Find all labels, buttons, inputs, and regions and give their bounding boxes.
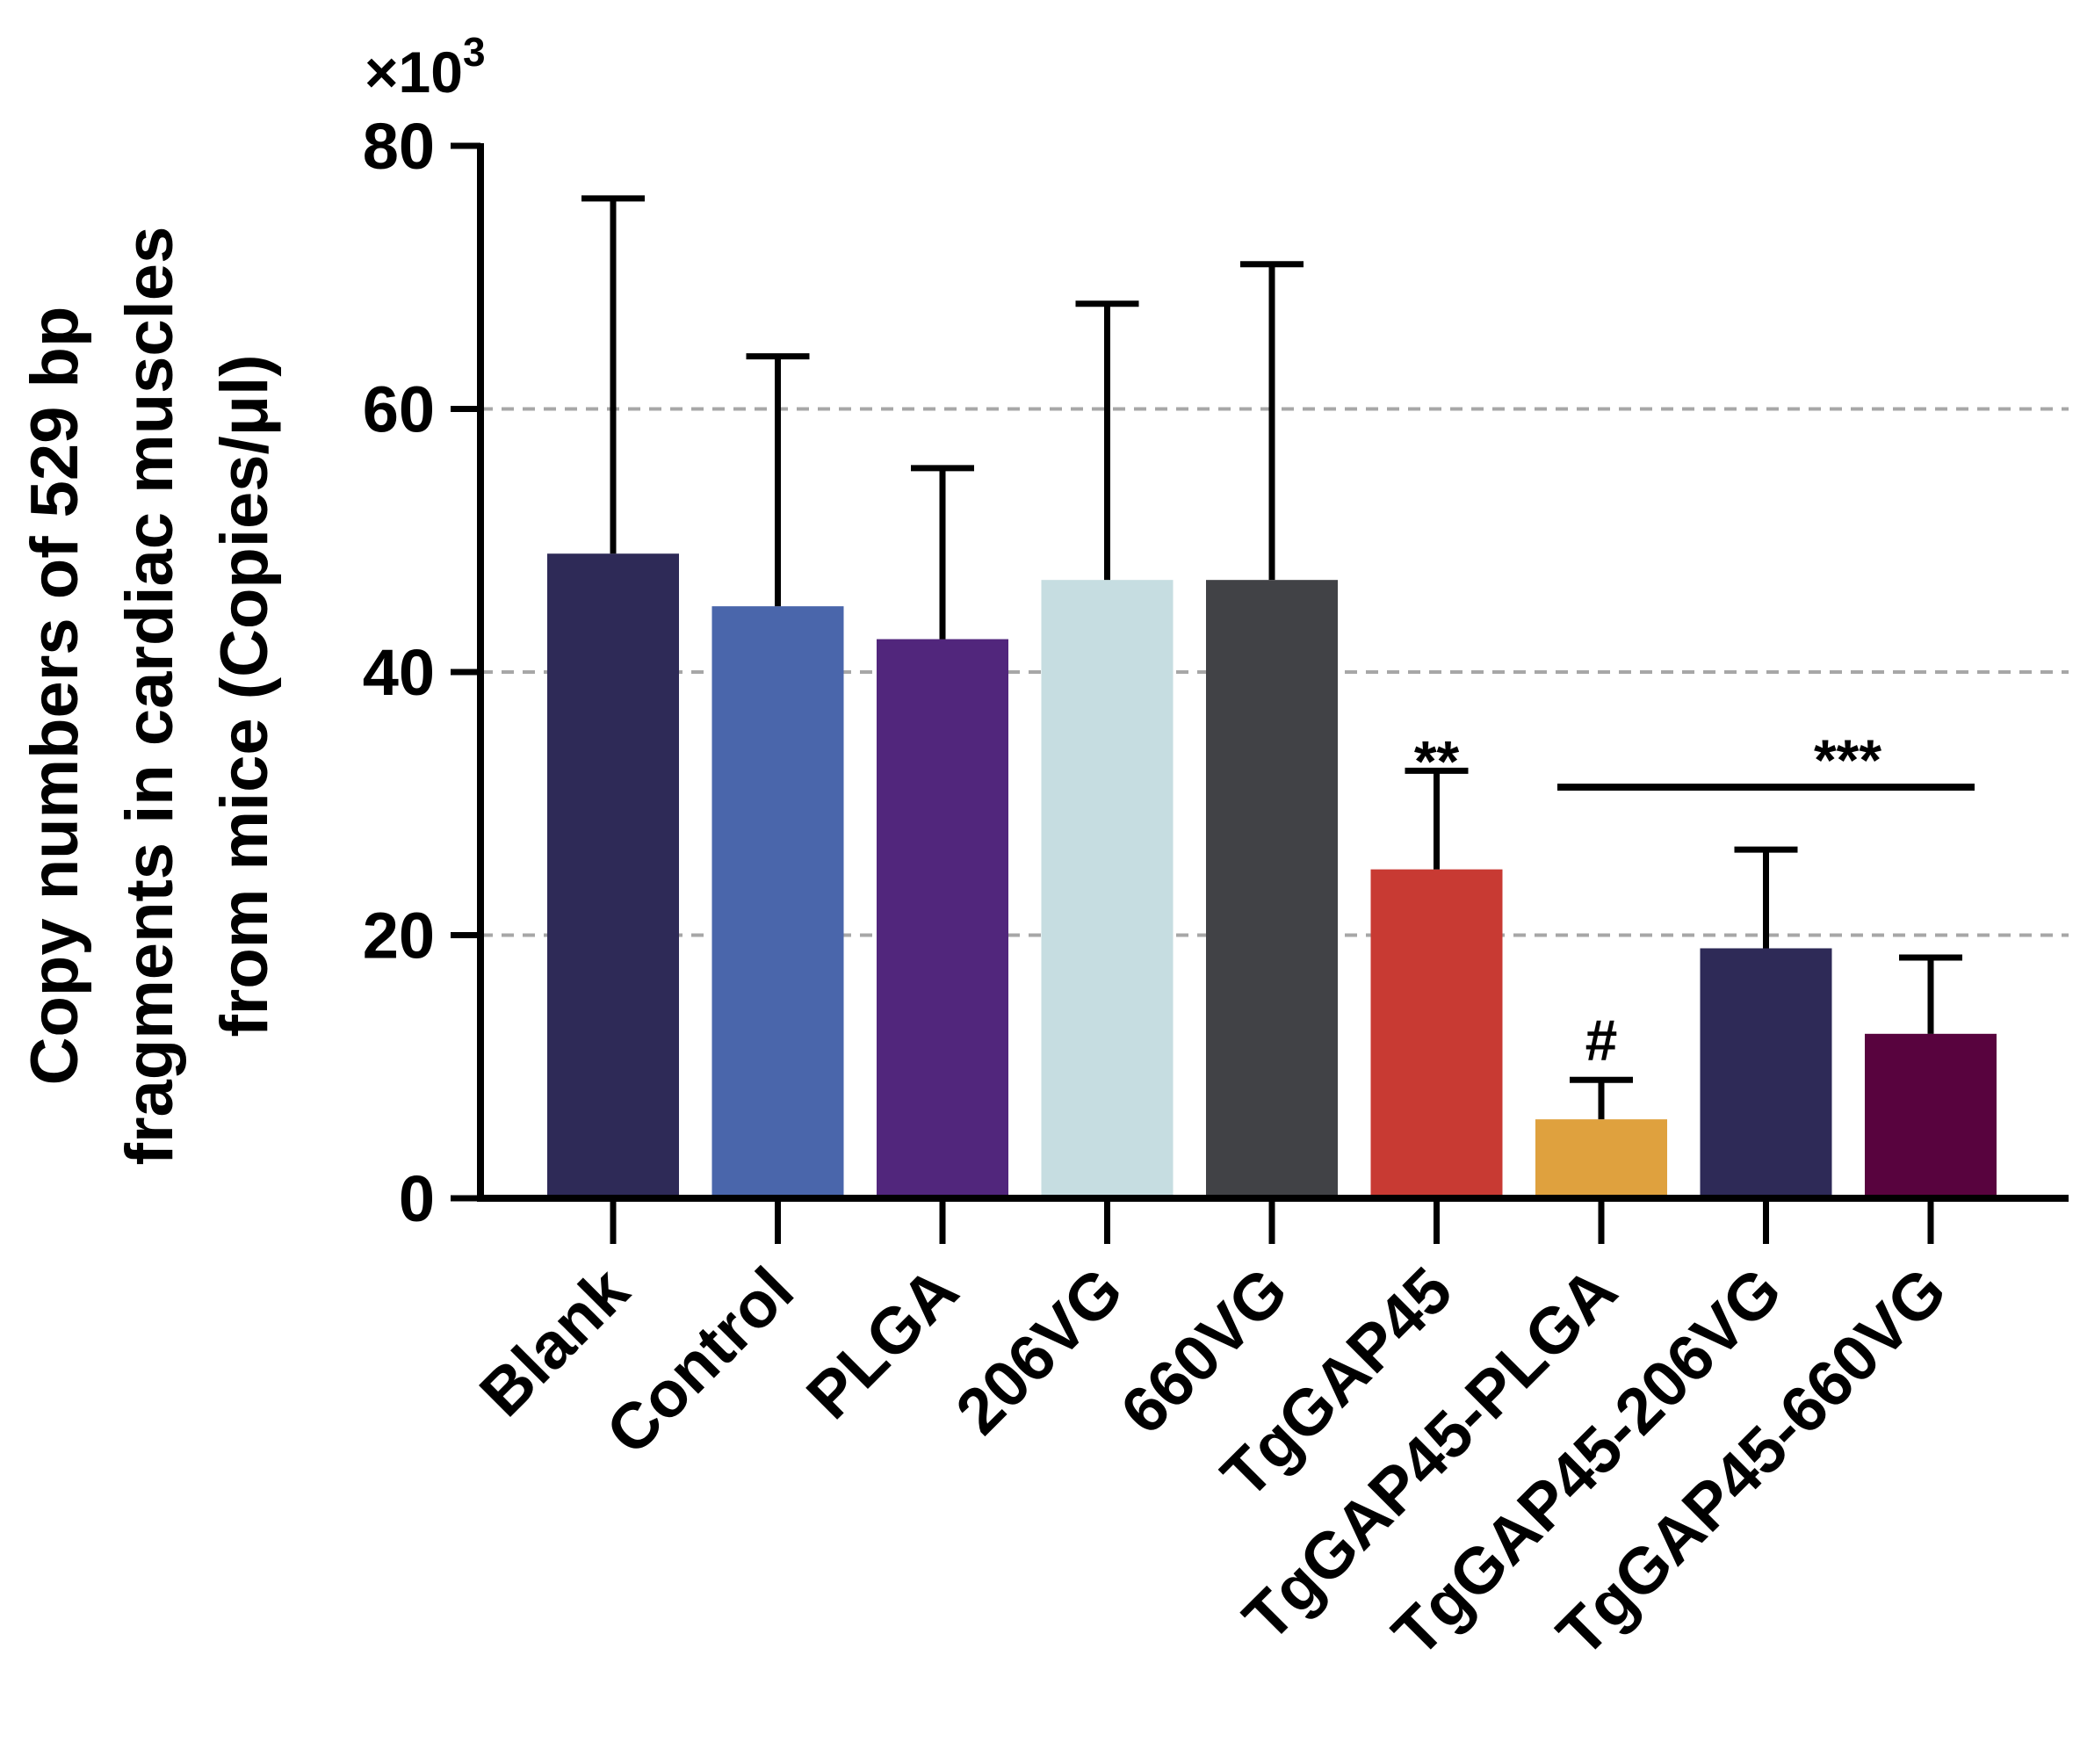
x-tick-labels: BlankControlPLGA206VG660VGTgGAP45TgGAP45… — [466, 1253, 1960, 1670]
y-axis-title-line-1: Copy numbers of 529 bp — [18, 307, 92, 1086]
bar-blank — [547, 553, 679, 1198]
significance-annotations: ** # *** — [1414, 727, 1975, 1073]
bar-660vg — [1206, 580, 1338, 1198]
y-axis-title-line-2: fragments in cardiac muscles — [112, 227, 187, 1166]
x-tick-label-plga: PLGA — [792, 1254, 971, 1433]
y-axis-title: Copy numbers of 529 bp fragments in card… — [18, 227, 282, 1166]
annotation-bracket-label: *** — [1814, 727, 1881, 792]
y-tick-label-0: 0 — [399, 1162, 435, 1235]
bar-tggap45-206vg — [1700, 948, 1832, 1198]
y-tick-labels: 0 20 40 60 80 — [363, 110, 435, 1235]
y-axis-title-line-3: from mice (Copies/μl) — [207, 354, 282, 1037]
x-tick-label-206vg: 206VG — [942, 1254, 1137, 1449]
y-tick-label-40: 40 — [363, 636, 435, 709]
y-tick-label-80: 80 — [363, 110, 435, 183]
bars — [547, 553, 1997, 1198]
axes — [451, 142, 2069, 1244]
multiplier-base: ×10 — [365, 40, 463, 105]
bar-plga — [877, 639, 1008, 1198]
error-bars — [581, 195, 1962, 1120]
bar-tggap45 — [1370, 869, 1503, 1198]
y-tick-label-60: 60 — [363, 373, 435, 446]
y-tick-label-20: 20 — [363, 900, 435, 972]
annotation-tggap45: ** — [1414, 728, 1460, 793]
x-tick-label-control: Control — [592, 1254, 807, 1469]
bar-206vg — [1041, 580, 1174, 1198]
bar-control — [711, 606, 844, 1198]
bar-tggap45-660vg — [1865, 1033, 1997, 1198]
bar-tggap45-plga — [1535, 1119, 1667, 1198]
y-axis-multiplier: ×103 — [365, 29, 486, 105]
annotation-tggap45-plga: # — [1585, 1008, 1618, 1073]
multiplier-exponent: 3 — [463, 29, 486, 75]
